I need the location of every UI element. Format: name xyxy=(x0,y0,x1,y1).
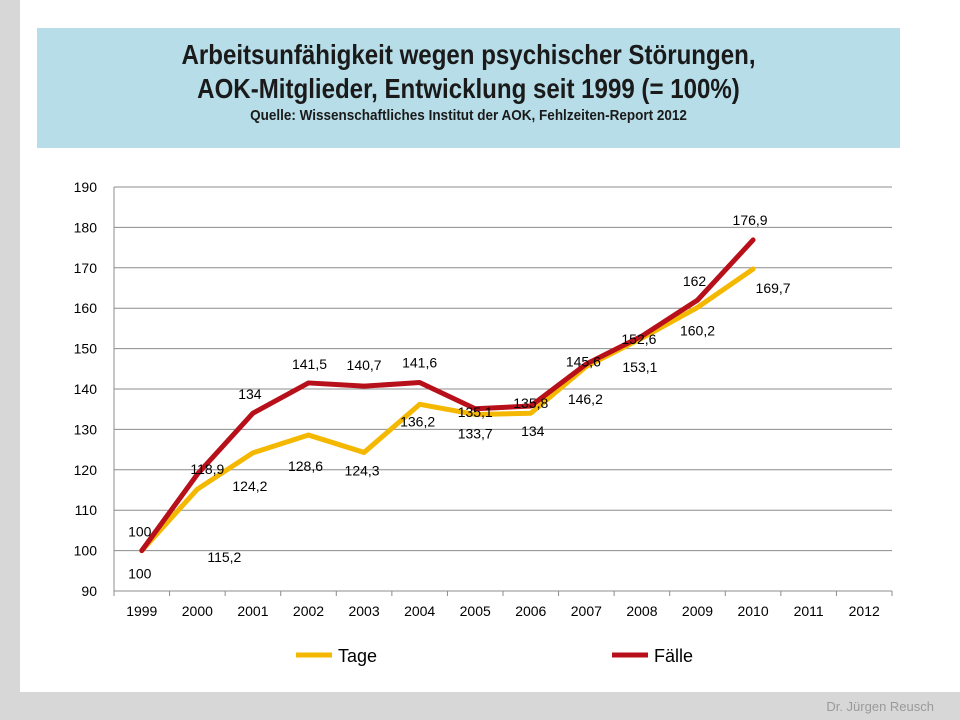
x-tick-label: 1999 xyxy=(126,603,157,619)
x-tick-label: 2008 xyxy=(626,603,657,619)
data-label: 140,7 xyxy=(347,357,382,373)
y-tick-label: 170 xyxy=(74,260,98,276)
x-axis: 1999 2000 2001 2002 2003 2004 2005 2006 2007 2008… xyxy=(113,591,893,619)
y-tick-label: 180 xyxy=(74,219,98,235)
chart-title-line-1: Arbeitsunfähigkeit wegen psychischer Stö… xyxy=(181,39,756,70)
y-tick-label: 160 xyxy=(74,300,98,316)
y-tick-label: 110 xyxy=(75,502,98,518)
data-label: 153,1 xyxy=(622,359,657,375)
y-tick-label: 130 xyxy=(74,421,98,437)
data-label: 141,5 xyxy=(292,356,327,372)
y-tick-label: 120 xyxy=(74,462,98,478)
data-label: 124,3 xyxy=(345,462,380,478)
legend-label: Fälle xyxy=(654,646,693,666)
data-label: 136,2 xyxy=(400,413,435,429)
data-label: 115,2 xyxy=(207,549,241,565)
x-tick-label: 2009 xyxy=(682,603,713,619)
data-labels: 100 115,2 124,2 128,6 124,3 136,2 133,7 134 145,… xyxy=(128,212,791,582)
data-label: 169,7 xyxy=(756,280,791,296)
data-label: 124,2 xyxy=(232,478,267,494)
data-label: 152,6 xyxy=(621,331,656,347)
y-tick-label: 140 xyxy=(74,381,98,397)
data-label: 146,2 xyxy=(568,391,603,407)
data-label: 160,2 xyxy=(680,322,715,338)
x-tick-label: 2000 xyxy=(182,603,213,619)
data-label: 176,9 xyxy=(733,212,768,228)
chart-title-line-2: AOK-Mitglieder, Entwicklung seit 1999 (=… xyxy=(197,73,740,104)
x-tick-label: 2012 xyxy=(849,603,880,619)
data-label: 100 xyxy=(128,566,152,582)
y-tick-label: 190 xyxy=(74,179,98,195)
x-tick-label: 2001 xyxy=(237,603,268,619)
footer-author: Dr. Jürgen Reusch xyxy=(826,699,934,714)
series-line-fälle xyxy=(139,237,756,554)
data-label: 141,6 xyxy=(402,355,437,371)
x-tick-label: 2003 xyxy=(348,603,379,619)
y-tick-label: 90 xyxy=(81,583,97,599)
x-tick-label: 2004 xyxy=(404,603,435,619)
chart-source: Quelle: Wissenschaftliches Institut der … xyxy=(250,107,687,124)
data-label: 135,1 xyxy=(458,404,493,420)
data-label: 100 xyxy=(128,524,152,540)
data-label: 134 xyxy=(238,386,262,402)
x-tick-label: 2007 xyxy=(571,603,602,619)
y-tick-label: 150 xyxy=(74,341,98,357)
y-axis: 90 100 110 120 130 140 150 160 170 180 190 xyxy=(74,179,115,599)
series-line-tage xyxy=(139,266,756,554)
legend: Tage Fälle xyxy=(296,646,693,666)
x-tick-label: 2010 xyxy=(737,603,768,619)
grid-lines xyxy=(114,186,892,592)
data-label: 134 xyxy=(521,423,545,439)
x-tick-label: 2002 xyxy=(293,603,324,619)
x-tick-label: 2005 xyxy=(460,603,491,619)
data-label: 118,9 xyxy=(190,461,224,477)
data-label: 145,6 xyxy=(566,353,601,369)
data-label: 133,7 xyxy=(458,425,493,441)
data-label: 128,6 xyxy=(288,458,323,474)
data-label: 162 xyxy=(683,273,707,289)
data-label: 135,8 xyxy=(513,395,548,411)
legend-label: Tage xyxy=(338,646,377,666)
y-tick-label: 100 xyxy=(74,543,98,559)
x-tick-label: 2006 xyxy=(515,603,546,619)
series-lines xyxy=(139,237,756,554)
x-tick-label: 2011 xyxy=(794,603,824,619)
title-box: Arbeitsunfähigkeit wegen psychischer Stö… xyxy=(37,28,900,148)
